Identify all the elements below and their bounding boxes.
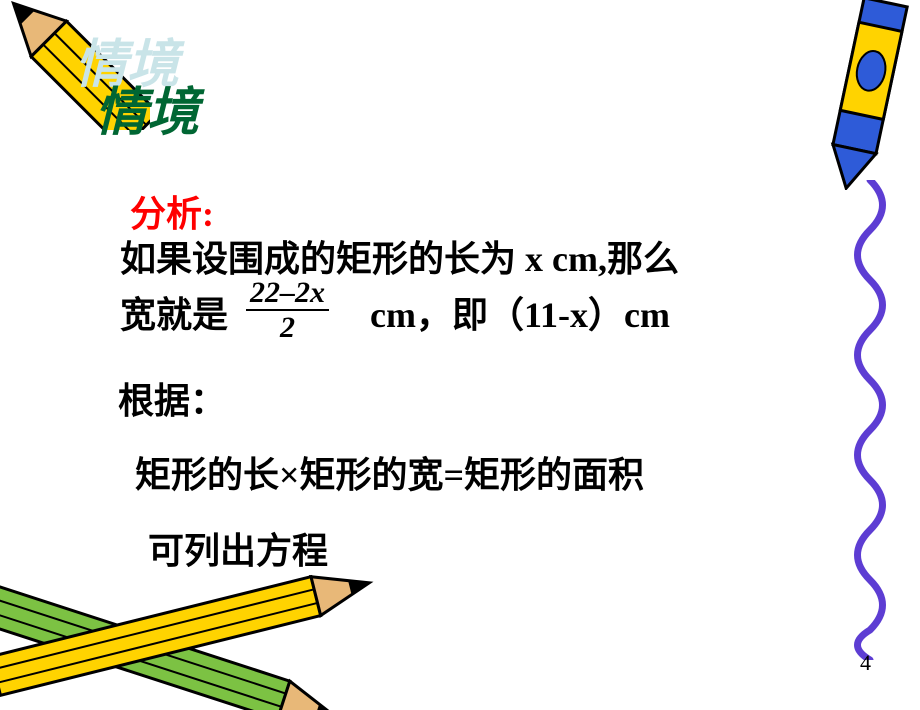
- fraction-denominator: 2: [246, 311, 329, 344]
- fraction-expression: 22–2x 2: [246, 272, 329, 340]
- text-line-2-pre: 宽就是: [120, 286, 228, 338]
- text-line-2-post: cm，即（11-x）cm: [370, 286, 670, 338]
- title-main: 情境: [95, 70, 199, 145]
- page-number: 4: [860, 650, 871, 676]
- squiggle-decor: [840, 180, 900, 660]
- crayon-top-right-decor: [805, 0, 920, 190]
- pencils-bottom-decor: [0, 550, 420, 710]
- fraction-numerator: 22–2x: [246, 276, 329, 311]
- text-line-1: 如果设围成的矩形的长为 x cm,那么: [120, 230, 679, 282]
- text-line-4: 矩形的长×矩形的宽=矩形的面积: [135, 446, 644, 498]
- text-line-5: 可列出方程: [148, 522, 328, 574]
- text-line-3: 根据：: [118, 372, 226, 424]
